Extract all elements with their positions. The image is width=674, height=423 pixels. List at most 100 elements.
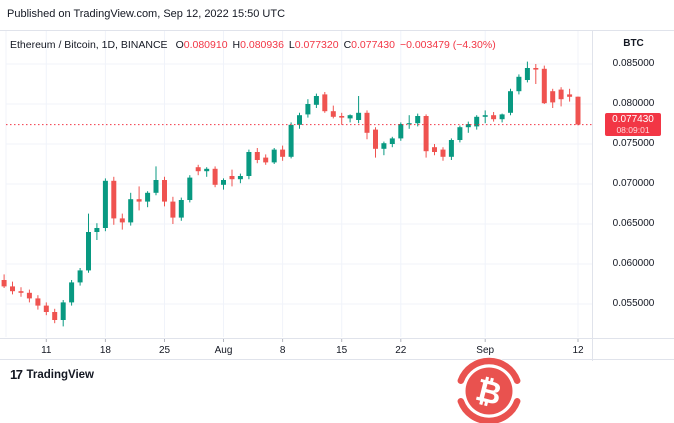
- time-axis-label: 22: [395, 345, 407, 356]
- candle: [322, 92, 328, 113]
- price-axis[interactable]: BTC 0.085000 0.080000 0.075000 0.070000 0.06…: [592, 31, 674, 361]
- symbol-title[interactable]: Ethereum / Bitcoin, 1D, BINANCE: [10, 39, 168, 51]
- candle: [128, 192, 134, 226]
- price-axis-label: 0.065000: [612, 218, 655, 229]
- candle: [18, 287, 24, 297]
- candle: [457, 125, 463, 143]
- candle: [305, 99, 311, 118]
- candle: [170, 196, 176, 224]
- candle: [145, 191, 151, 208]
- bitcoin-badge: ₿: [455, 357, 523, 423]
- candle: [263, 154, 269, 165]
- candle: [508, 88, 513, 116]
- candle: [162, 176, 167, 207]
- tradingview-logo[interactable]: 17 TradingView: [10, 367, 94, 382]
- candle: [86, 213, 91, 273]
- candle: [221, 178, 226, 190]
- badge-arc-bottom: [457, 398, 521, 423]
- candle: [406, 115, 412, 129]
- candle: [212, 166, 218, 188]
- candle: [288, 122, 294, 159]
- candle: [432, 144, 437, 156]
- tradingview-logo-text: TradingView: [26, 368, 94, 381]
- candle: [271, 148, 277, 164]
- time-axis-separator: [0, 338, 674, 339]
- candle: [347, 114, 353, 123]
- candle: [465, 121, 471, 133]
- time-axis-label: Sep: [476, 345, 495, 356]
- ohlc-value: 0.077430: [351, 39, 395, 51]
- candle: [575, 96, 581, 126]
- candle: [43, 302, 49, 316]
- candle: [541, 65, 547, 104]
- candle: [136, 186, 142, 211]
- price-axis-label: 0.075000: [612, 138, 655, 149]
- ohlc-label: L: [288, 39, 295, 51]
- time-axis-label: 8: [279, 345, 286, 356]
- chart-frame: Ethereum / Bitcoin, 1D, BINANCE O0.080910…: [0, 30, 674, 361]
- candle: [10, 281, 15, 295]
- tradingview-logo-icon: 17: [10, 367, 23, 382]
- ohlc-value: 0.080910: [183, 39, 228, 51]
- candle: [499, 113, 505, 123]
- candle: [195, 164, 201, 176]
- candle: [516, 74, 522, 95]
- ohlc-label: C: [343, 39, 352, 51]
- time-axis[interactable]: 11 18 25 Aug 8 15 22 Sep 12: [0, 31, 592, 361]
- candle: [330, 105, 336, 119]
- candle: [482, 110, 488, 124]
- candle: [389, 136, 395, 148]
- candle: [35, 295, 41, 310]
- candle: [415, 113, 421, 127]
- candle: [246, 149, 252, 180]
- time-axis-label: 18: [99, 345, 111, 356]
- candle: [26, 289, 32, 303]
- candle: [440, 147, 446, 161]
- candle: [1, 274, 7, 288]
- ohlc-values: O0.080910 H0.080936 L0.077320 C0.077430: [176, 39, 400, 51]
- candle: [60, 300, 66, 327]
- time-axis-label: 11: [41, 345, 52, 356]
- candle: [356, 96, 362, 124]
- bar-countdown: 08:09:01: [616, 125, 650, 135]
- candle: [52, 308, 58, 324]
- candle: [474, 115, 480, 130]
- candle: [567, 88, 573, 102]
- price-axis-label: 0.070000: [612, 178, 655, 189]
- candle: [229, 169, 235, 187]
- candle: [254, 148, 260, 164]
- candle: [187, 175, 193, 203]
- candle: [237, 173, 243, 184]
- candle: [204, 167, 210, 177]
- candle: [297, 112, 302, 129]
- candle: [491, 112, 497, 122]
- badge-arc-top: [457, 357, 521, 384]
- candle: [373, 127, 378, 158]
- price-axis-unit: BTC: [623, 38, 644, 49]
- last-price-tag: 0.077430 08:09:01: [605, 113, 661, 136]
- candle: [69, 280, 75, 306]
- candle: [313, 93, 319, 108]
- ohlc-value: 0.077320: [294, 39, 339, 51]
- chart-legend: Ethereum / Bitcoin, 1D, BINANCE O0.080910…: [10, 39, 496, 51]
- candle: [448, 138, 454, 160]
- candle: [339, 112, 345, 125]
- candle: [280, 145, 286, 161]
- change-value: −0.003479 (−4.30%): [399, 39, 496, 51]
- candlestick-plot[interactable]: [0, 31, 592, 361]
- price-axis-label: 0.060000: [612, 258, 655, 269]
- candle: [398, 122, 404, 141]
- candle: [550, 88, 556, 108]
- time-axis-label: 12: [572, 345, 584, 356]
- candle: [77, 268, 83, 286]
- price-axis-label: 0.080000: [612, 98, 655, 109]
- time-axis-label: 25: [158, 345, 171, 356]
- badge-disc: [465, 367, 513, 415]
- time-axis-label: Aug: [214, 345, 233, 356]
- ohlc-value: 0.080936: [240, 39, 284, 51]
- candle: [111, 176, 117, 225]
- time-axis-label: 15: [336, 345, 348, 356]
- last-price: 0.077430: [612, 114, 654, 125]
- ohlc-label: O: [175, 39, 184, 51]
